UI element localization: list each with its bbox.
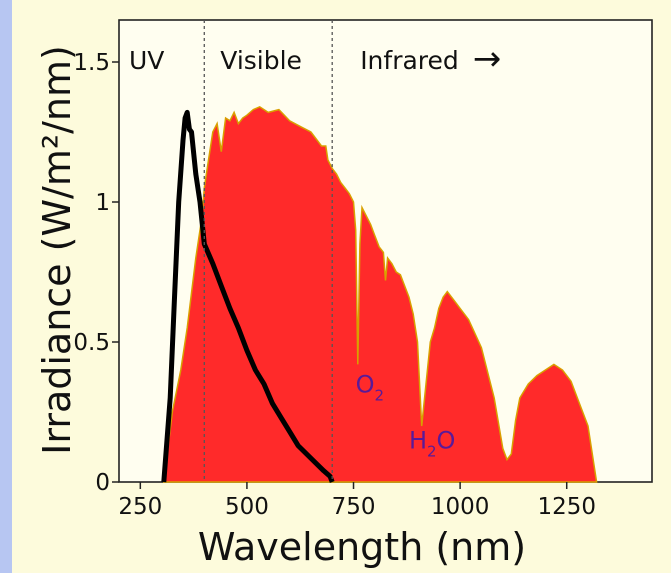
chart-card: 250 500 750 1000 1250 0 0.5 1 1.5 UV Visible Infr… — [12, 0, 671, 573]
x-tick-label: 250 — [118, 494, 162, 520]
series-area — [162, 105, 598, 483]
x-tick-label: 500 — [225, 494, 269, 520]
x-tick-label: 1000 — [431, 494, 490, 520]
series-fill-layer — [162, 105, 598, 483]
infrared-arrow-icon: → — [473, 39, 502, 79]
y-axis-title: Irradiance (W/m²/nm) — [35, 45, 79, 455]
region-divider-layer — [203, 20, 333, 482]
y-tick-label: 0.5 — [73, 330, 110, 356]
x-axis-title: Wavelength (nm) — [198, 525, 526, 569]
y-tick-layer: 0 0.5 1 1.5 — [73, 50, 119, 496]
series-line — [161, 109, 335, 483]
y-tick-label: 1.5 — [73, 50, 110, 76]
irradiance-chart: 250 500 750 1000 1250 0 0.5 1 1.5 UV Visible Infr… — [35, 19, 653, 569]
y-tick-label: 0 — [95, 470, 110, 496]
absorption-annotation: O2 — [356, 370, 384, 404]
y-tick-label: 1 — [95, 190, 110, 216]
x-tick-label: 750 — [332, 494, 376, 520]
x-tick-layer: 250 500 750 1000 1250 — [118, 482, 596, 520]
region-label-layer: UV Visible Infrared → — [129, 39, 501, 79]
absorption-annotation: H2O — [409, 426, 455, 460]
region-label: Visible — [220, 46, 302, 75]
x-tick-label: 1250 — [537, 494, 596, 520]
series-line-layer — [161, 109, 335, 483]
region-label: Infrared — [360, 46, 459, 75]
annotation-layer: O2 H2O — [356, 370, 456, 460]
region-label: UV — [129, 46, 164, 75]
